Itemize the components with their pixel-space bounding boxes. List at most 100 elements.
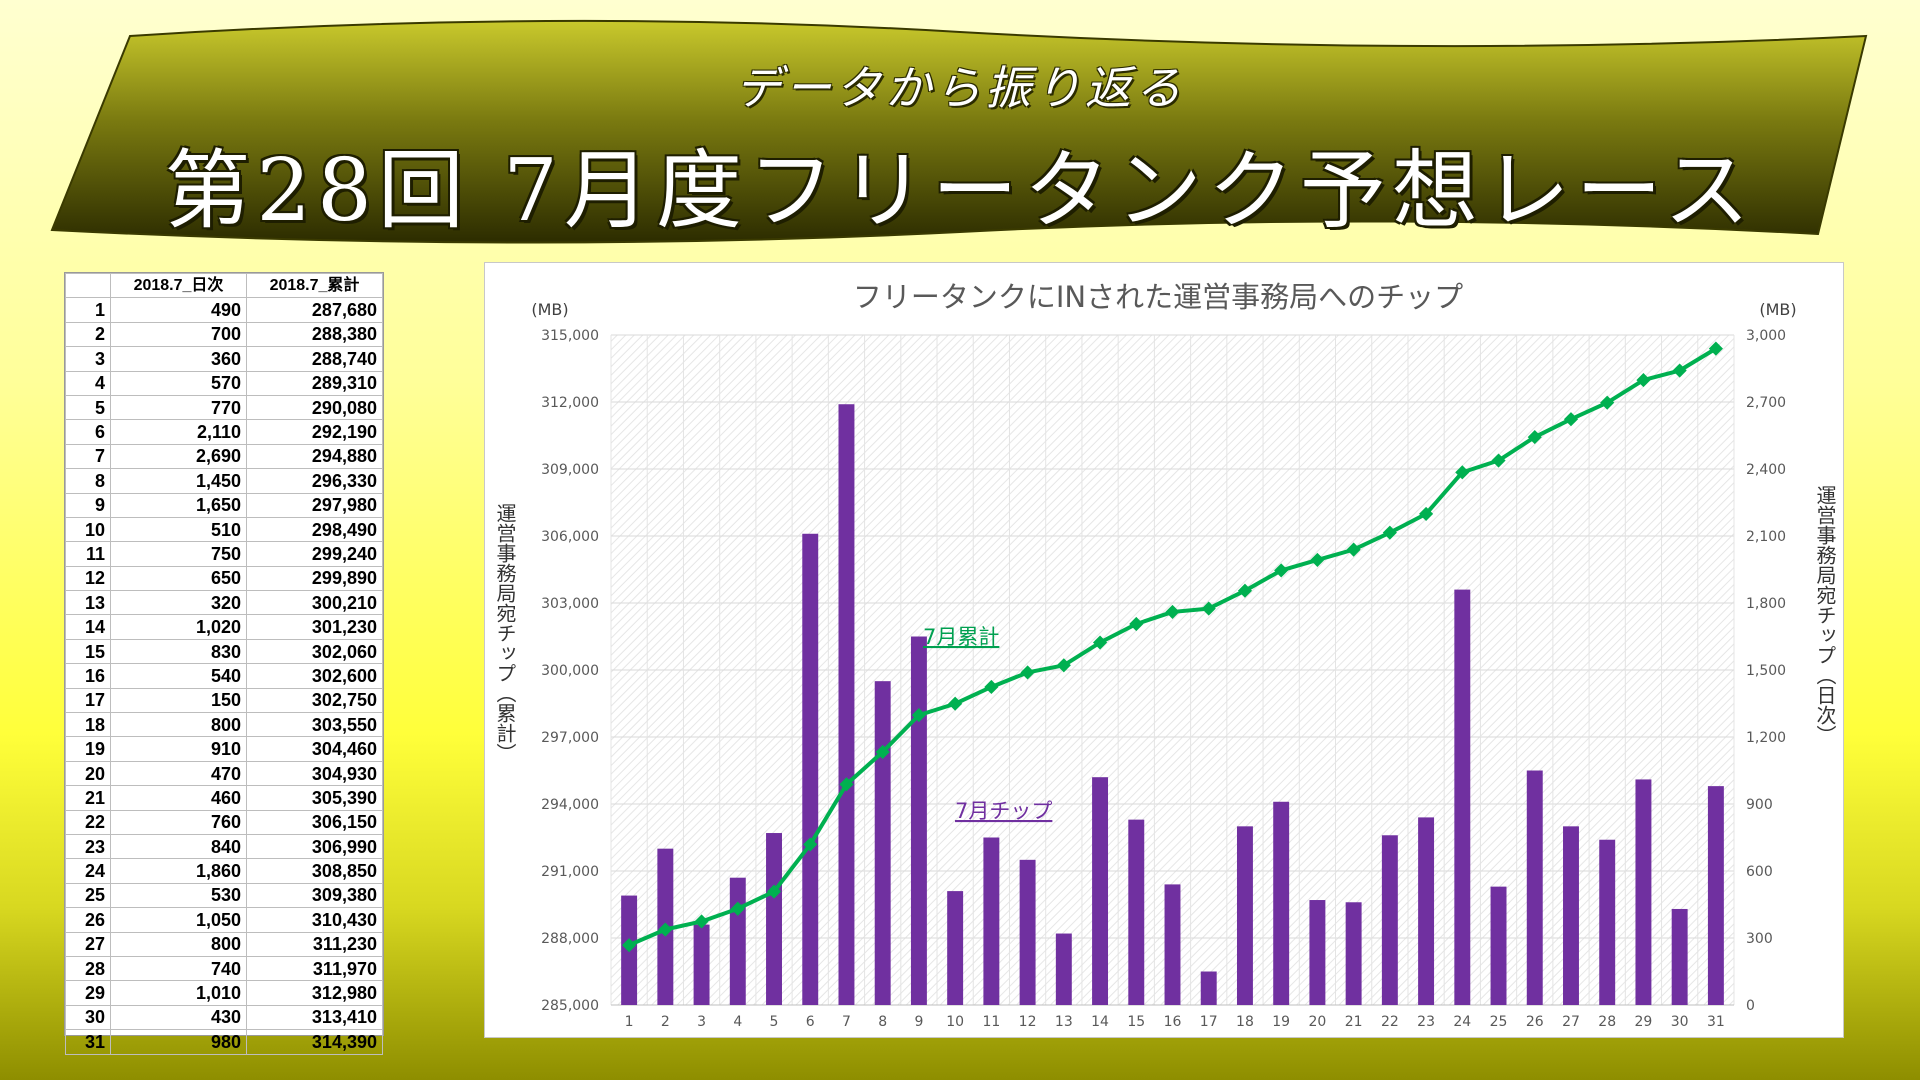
table-row: 10 510 298,490 (65, 516, 383, 543)
daily-cell: 740 (110, 955, 247, 982)
line-point (1563, 412, 1579, 427)
bar (1490, 886, 1507, 1005)
table-row: 30 430 313,410 (65, 1004, 383, 1031)
day-cell: 24 (65, 858, 111, 884)
cumulative-cell: 313,410 (246, 1004, 383, 1031)
daily-cell: 1,650 (110, 492, 247, 518)
line-point (1672, 363, 1687, 378)
x-tick-label: 23 (1417, 1014, 1435, 1030)
daily-cell: 830 (110, 638, 247, 665)
daily-cell: 650 (110, 565, 247, 592)
cumulative-cell: 288,380 (246, 321, 383, 348)
bar (947, 891, 964, 1005)
line-point (948, 696, 963, 711)
cumulative-cell: 300,210 (246, 590, 383, 616)
daily-cell: 1,020 (110, 614, 247, 640)
day-cell: 30 (65, 1004, 111, 1031)
table-row: 14 1,020 301,230 (65, 614, 383, 640)
day-cell: 25 (65, 882, 111, 909)
bar (1055, 933, 1072, 1005)
cumulative-cell: 311,230 (246, 931, 383, 957)
right-tick-label: 2,700 (1746, 395, 1786, 411)
table-row: 2 700 288,380 (65, 321, 383, 348)
x-tick-label: 20 (1308, 1014, 1326, 1030)
bar (1671, 908, 1688, 1005)
daily-cell: 770 (110, 394, 247, 421)
bar (1200, 971, 1217, 1005)
table-row: 22 760 306,150 (65, 809, 383, 835)
cumulative-cell: 297,980 (246, 492, 383, 518)
day-cell: 23 (65, 833, 111, 860)
day-cell: 31 (65, 1029, 111, 1055)
cumulative-cell: 302,750 (246, 687, 383, 714)
x-tick-label: 6 (806, 1014, 815, 1030)
day-cell: 18 (65, 712, 111, 738)
cumulative-cell: 304,930 (246, 760, 383, 787)
line-point (1600, 395, 1615, 410)
table-row: 5 770 290,080 (65, 394, 383, 421)
day-cell: 22 (65, 809, 111, 835)
chart-area: 285,000 0 288,000 300 291,000 600 294,000 900 29… (484, 262, 1844, 1038)
bar (983, 837, 1000, 1005)
table-row: 4 570 289,310 (65, 370, 383, 396)
day-cell: 14 (65, 614, 111, 640)
x-tick-label: 13 (1055, 1014, 1073, 1030)
daily-cell: 1,050 (110, 907, 247, 933)
daily-cell: 460 (110, 785, 247, 811)
table-row: 17 150 302,750 (65, 687, 383, 714)
table-row: 25 530 309,380 (65, 882, 383, 909)
x-tick-label: 9 (914, 1014, 923, 1030)
x-tick-label: 28 (1598, 1014, 1616, 1030)
daily-cell: 2,110 (110, 419, 247, 445)
table-row: 28 740 311,970 (65, 955, 383, 982)
table-row: 26 1,050 310,430 (65, 907, 383, 933)
x-tick-label: 31 (1707, 1014, 1725, 1030)
cumulative-cell: 296,330 (246, 468, 383, 494)
bar (1599, 839, 1616, 1005)
day-cell: 9 (65, 492, 111, 518)
x-tick-label: 7 (842, 1014, 851, 1030)
cumulative-cell: 298,490 (246, 516, 383, 543)
cumulative-cell: 306,150 (246, 809, 383, 835)
bar (1273, 801, 1290, 1005)
cumulative-cell: 306,990 (246, 833, 383, 860)
cumulative-cell: 290,080 (246, 394, 383, 421)
table-body: 1 490 287,680 2 700 288,380 3 360 288,740 4 570 289… (65, 297, 383, 1055)
line-point (622, 938, 637, 953)
daily-cell: 360 (110, 346, 247, 372)
x-tick-label: 17 (1200, 1014, 1218, 1030)
line-point (1310, 552, 1325, 567)
table-row: 6 2,110 292,190 (65, 419, 383, 445)
line-point (658, 922, 673, 937)
table-header-row: 2018.7_日次 2018.7_累計 (65, 272, 383, 299)
cumulative-cell: 314,390 (246, 1029, 383, 1055)
table-row: 20 470 304,930 (65, 760, 383, 787)
bar (1526, 770, 1543, 1005)
day-cell: 19 (65, 736, 111, 762)
x-tick-label: 29 (1635, 1014, 1653, 1030)
left-axis-label: 運営事務局宛チップ（累計） (493, 503, 517, 763)
day-cell: 21 (65, 785, 111, 811)
line-point (766, 884, 782, 899)
day-cell: 26 (65, 907, 111, 933)
data-table: 2018.7_日次 2018.7_累計 1 490 287,680 2 700 288,3… (64, 272, 384, 1055)
table-row: 27 800 311,230 (65, 931, 383, 957)
daily-cell: 840 (110, 833, 247, 860)
daily-cell: 320 (110, 590, 247, 616)
day-cell: 2 (65, 321, 111, 348)
left-tick-label: 297,000 (541, 730, 599, 746)
bar (802, 533, 819, 1005)
x-tick-label: 10 (946, 1014, 964, 1030)
cumulative-cell: 309,380 (246, 882, 383, 909)
x-tick-label: 22 (1381, 1014, 1399, 1030)
bar (729, 877, 746, 1005)
banner-subtitle: データから振り返る (735, 61, 1185, 115)
bar (1092, 777, 1109, 1005)
daily-cell: 700 (110, 321, 247, 348)
daily-cell: 570 (110, 370, 247, 396)
cumulative-cell: 288,740 (246, 346, 383, 372)
day-cell: 29 (65, 980, 111, 1006)
left-tick-label: 306,000 (541, 529, 599, 545)
x-tick-label: 14 (1091, 1014, 1109, 1030)
